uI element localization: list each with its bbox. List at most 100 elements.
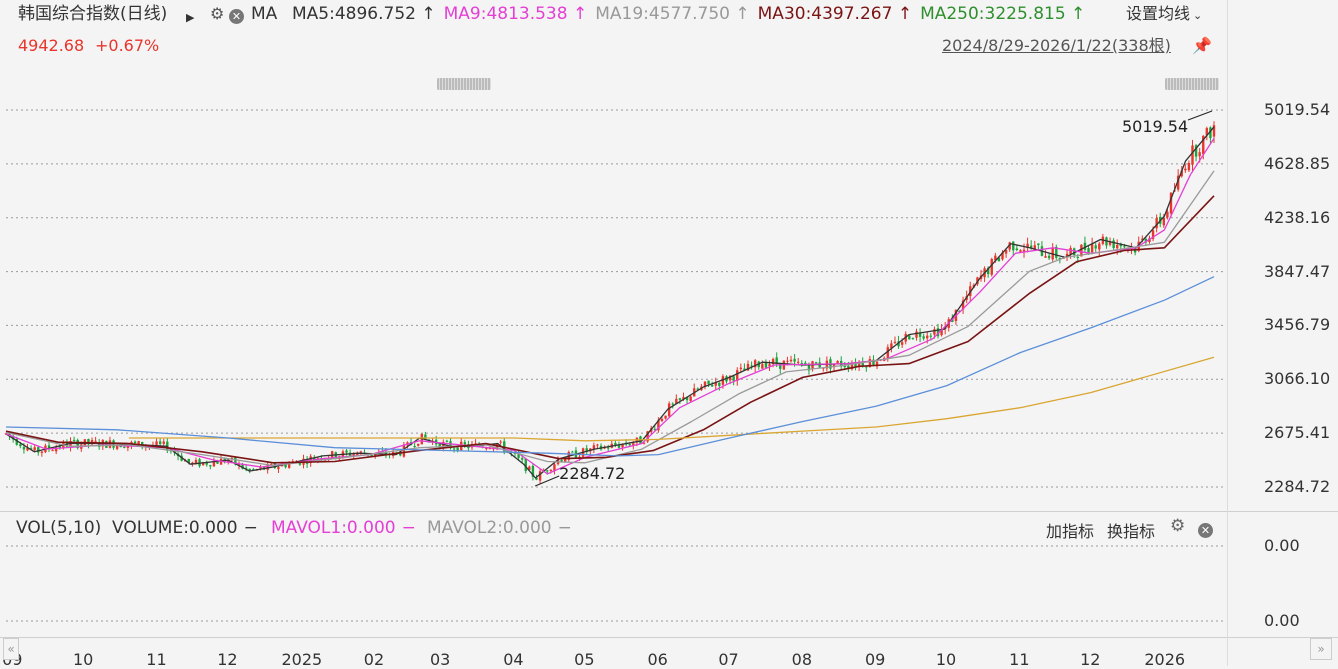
y-axis-label: 2284.72 (1264, 477, 1331, 496)
candlestick (1205, 126, 1209, 141)
price-change: +0.67% (95, 36, 160, 55)
scroll-handle-left[interactable] (437, 78, 491, 90)
candlestick (209, 464, 212, 470)
candlestick (1090, 237, 1094, 255)
candlestick (1155, 214, 1158, 233)
candlestick (667, 401, 671, 418)
candlestick (1094, 242, 1097, 252)
candlestick (94, 436, 97, 443)
ma-legend-item: MA250:3225.815 ↑ (920, 4, 1086, 24)
candlestick (499, 439, 502, 445)
high-label: 5019.54 (1122, 117, 1188, 136)
candlestick (936, 323, 940, 339)
candlestick (693, 383, 696, 397)
chart-title[interactable]: 韩国综合指数(日线) (18, 4, 168, 24)
ma-legend-item: MA5:4896.752 ↑ (292, 4, 436, 24)
candlestick (452, 447, 456, 453)
candlestick (1209, 126, 1212, 144)
scroll-right-button[interactable]: » (1310, 638, 1332, 660)
low-label: 2284.72 (559, 464, 625, 483)
candlestick (732, 374, 735, 386)
volume-value: VOLUME:0.000− (112, 518, 258, 538)
candlestick (832, 364, 836, 372)
scroll-handle-right[interactable] (1165, 78, 1219, 90)
ma-indicator-label: MA (251, 4, 278, 24)
candlestick (789, 355, 793, 363)
x-axis-label: 2025 (281, 650, 323, 669)
candlestick (1051, 243, 1054, 263)
play-icon[interactable]: ▶ (186, 11, 195, 24)
candlestick (97, 438, 101, 450)
x-axis-label: 04 (503, 650, 524, 669)
candlestick (445, 439, 449, 443)
candlestick (1058, 257, 1062, 264)
settings-ma-button[interactable]: 设置均线 ⌄ (1126, 4, 1203, 23)
candlestick (47, 442, 51, 453)
x-axis-label: 03 (429, 650, 451, 669)
ma-line-4 (128, 356, 1215, 442)
x-axis-label: 10 (73, 650, 94, 669)
candlestick (610, 440, 613, 449)
candlestick (1026, 237, 1029, 253)
candlestick (764, 359, 768, 369)
x-axis-label: 2026 (1144, 650, 1186, 669)
x-axis-label: 08 (791, 650, 813, 669)
candlestick (743, 363, 746, 371)
y-axis-label: 3847.47 (1264, 261, 1331, 281)
add-indicator-button[interactable]: 加指标 (1046, 522, 1095, 541)
candlestick (800, 360, 803, 367)
candlestick (757, 360, 760, 370)
vol-y-label-top: 0.00 (1264, 536, 1300, 555)
candlestick (714, 377, 717, 391)
candlestick (596, 443, 599, 449)
candlestick (1184, 163, 1187, 173)
x-axis-label: 05 (574, 650, 595, 669)
candlestick (911, 337, 915, 340)
panel-divider (0, 511, 1338, 512)
candlestick (589, 448, 592, 455)
gear-icon[interactable]: ⚙ (210, 4, 225, 23)
gear-icon[interactable]: ⚙ (1170, 516, 1186, 536)
x-axis-label: 12 (1080, 650, 1101, 669)
mavol2-value: MAVOL2:0.000− (427, 518, 572, 538)
candlestick (592, 442, 596, 454)
candlestick (922, 333, 925, 341)
y-axis-label: 5019.54 (1264, 100, 1331, 119)
candlestick (1194, 144, 1198, 162)
candlestick (40, 451, 44, 457)
low-arrow (534, 475, 560, 487)
candlestick (553, 462, 556, 475)
date-range[interactable]: 2024/8/29-2026/1/22(338根) (942, 36, 1171, 55)
candlestick (1015, 244, 1019, 252)
close-icon[interactable]: ✕ (1198, 520, 1213, 539)
ma-legend-item: MA9:4813.538 ↑ (443, 4, 588, 24)
candlestick (893, 336, 897, 345)
x-axis-label: 06 (647, 650, 668, 669)
candlestick (112, 439, 115, 450)
candlestick (531, 463, 535, 481)
chevron-down-icon: ⌄ (1193, 9, 1203, 22)
candlestick (277, 465, 280, 473)
candlestick (750, 361, 753, 370)
candlestick (890, 340, 893, 353)
candlestick (1098, 241, 1101, 256)
candlestick (417, 443, 420, 447)
scroll-left-button[interactable]: « (3, 638, 19, 660)
candlestick (219, 455, 223, 465)
candlestick (850, 360, 854, 371)
candlestick (585, 444, 588, 456)
vol-y-label-bottom: 0.00 (1264, 611, 1300, 630)
candlestick (607, 444, 610, 452)
candlestick (1055, 244, 1058, 260)
candlestick (33, 445, 36, 452)
ma-line-2 (5, 170, 1215, 467)
switch-indicator-button[interactable]: 换指标 (1107, 522, 1156, 541)
vol-label: VOL(5,10) (16, 518, 102, 538)
candlestick (675, 394, 678, 405)
pin-icon[interactable]: 📌 (1192, 36, 1212, 55)
candlestick (918, 328, 922, 343)
ma-line-3 (5, 195, 1215, 464)
close-icon[interactable]: ✕ (229, 6, 244, 26)
axis-divider (0, 637, 1338, 638)
